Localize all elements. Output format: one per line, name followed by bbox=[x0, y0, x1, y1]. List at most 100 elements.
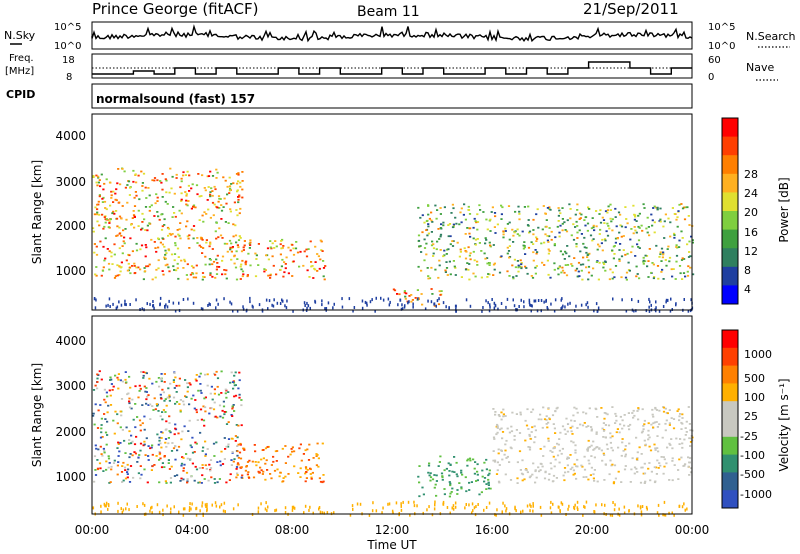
power-echo-cell bbox=[579, 263, 583, 266]
vel-echo-cell bbox=[583, 455, 586, 458]
vel-ground-cell bbox=[618, 507, 620, 511]
power-echo-cell bbox=[532, 243, 535, 245]
power-echo-cell bbox=[191, 183, 194, 186]
vel-echo-cell bbox=[448, 495, 451, 498]
power-echo-cell bbox=[664, 213, 667, 216]
power-echo-cell bbox=[661, 256, 664, 259]
power-echo-cell bbox=[241, 171, 244, 173]
vel-echo-cell bbox=[188, 382, 191, 384]
vel-echo-cell bbox=[232, 387, 235, 390]
vel-ground-cell bbox=[611, 513, 614, 517]
power-echo-cell bbox=[516, 233, 519, 235]
vel-ground-cell bbox=[452, 507, 455, 511]
vel-echo-cell bbox=[94, 444, 97, 447]
power-ground-cell bbox=[586, 301, 589, 305]
vel-echo-cell bbox=[443, 469, 446, 472]
vel-echo-cell bbox=[648, 436, 651, 439]
power-ground-cell bbox=[454, 304, 457, 308]
power-echo-cell bbox=[146, 229, 149, 232]
power-ground-cell bbox=[530, 304, 532, 307]
power-echo-cell bbox=[143, 218, 146, 221]
power-echo-cell bbox=[613, 276, 616, 279]
power-ytick-2000: 2000 bbox=[55, 219, 86, 233]
power-echo-cell bbox=[459, 211, 462, 214]
power-echo-cell bbox=[234, 266, 238, 269]
vel-ground-cell bbox=[422, 511, 424, 515]
vel-ground-cell bbox=[495, 513, 497, 517]
xtick-2400: 00:00 bbox=[675, 523, 710, 537]
vel-echo-cell bbox=[113, 459, 116, 462]
power-ground-cell bbox=[593, 309, 595, 313]
vel-echo-cell bbox=[449, 463, 452, 466]
power-echo-cell bbox=[653, 231, 656, 234]
vel-echo-cell bbox=[124, 371, 127, 373]
vel-echo-cell bbox=[439, 455, 442, 458]
vel-echo-cell bbox=[124, 469, 127, 471]
power-echo-cell bbox=[291, 244, 294, 246]
power-echo-cell bbox=[169, 167, 172, 170]
vel-echo-cell bbox=[127, 468, 130, 471]
power-echo-cell bbox=[119, 270, 122, 273]
vel-echo-cell bbox=[539, 462, 542, 465]
power-echo-cell bbox=[295, 241, 298, 243]
vel-echo-cell bbox=[188, 419, 191, 422]
power-echo-cell bbox=[651, 224, 654, 227]
power-echo-cell bbox=[532, 229, 535, 231]
power-echo-cell bbox=[143, 267, 146, 269]
power-echo-cell bbox=[427, 225, 430, 228]
vel-echo-cell bbox=[180, 438, 183, 441]
power-echo-cell bbox=[110, 190, 113, 193]
vel-echo-cell bbox=[160, 397, 163, 400]
vel-echo-cell bbox=[689, 441, 693, 443]
power-ground-cell bbox=[223, 297, 225, 301]
vel-ground-cell bbox=[550, 511, 553, 515]
power-echo-cell bbox=[104, 257, 107, 260]
vel-echo-cell bbox=[237, 443, 240, 446]
vel-echo-cell bbox=[276, 468, 279, 471]
vel-echo-cell bbox=[156, 404, 159, 407]
vel-echo-cell bbox=[190, 475, 193, 478]
power-colorbar-segment bbox=[722, 136, 738, 156]
vel-echo-cell bbox=[688, 461, 691, 464]
vel-echo-cell bbox=[284, 462, 287, 464]
vel-echo-cell bbox=[518, 432, 522, 434]
vel-echo-cell bbox=[481, 475, 484, 478]
vel-ground-cell bbox=[151, 511, 153, 515]
vel-echo-cell bbox=[235, 476, 238, 479]
power-echo-cell bbox=[582, 242, 585, 245]
power-ground-cell bbox=[553, 309, 556, 313]
power-echo-cell bbox=[435, 248, 438, 251]
vel-echo-cell bbox=[92, 389, 96, 391]
power-echo-cell bbox=[188, 190, 191, 192]
vel-echo-cell bbox=[655, 473, 658, 475]
power-echo-cell bbox=[426, 219, 429, 222]
vel-echo-cell bbox=[128, 430, 131, 433]
vel-echo-cell bbox=[677, 469, 680, 471]
power-ground-cell bbox=[284, 304, 286, 308]
vel-echo-cell bbox=[650, 470, 653, 473]
vel-echo-cell bbox=[604, 463, 607, 466]
vel-echo-cell bbox=[203, 424, 206, 427]
vel-echo-cell bbox=[149, 403, 152, 406]
vel-echo-cell bbox=[481, 469, 484, 472]
power-echo-cell bbox=[183, 258, 186, 261]
power-echo-cell bbox=[460, 207, 463, 210]
power-ground-cell bbox=[575, 304, 577, 308]
power-echo-cell bbox=[153, 179, 156, 182]
power-echo-cell bbox=[598, 233, 601, 235]
power-echo-cell bbox=[211, 175, 215, 177]
power-colorbar-segment bbox=[722, 229, 738, 249]
vel-echo-cell bbox=[574, 444, 577, 447]
vel-echo-cell bbox=[128, 402, 131, 405]
vel-echo-cell bbox=[173, 387, 176, 389]
power-echo-cell bbox=[221, 273, 224, 276]
vel-echo-cell bbox=[592, 473, 595, 476]
power-echo-cell bbox=[679, 272, 682, 275]
vel-echo-cell bbox=[608, 473, 611, 476]
power-ground-cell bbox=[135, 298, 137, 302]
vel-echo-cell bbox=[637, 408, 640, 411]
power-echo-cell bbox=[131, 250, 134, 253]
power-echo-cell bbox=[508, 256, 511, 259]
power-echo-cell bbox=[659, 251, 662, 254]
power-echo-cell bbox=[438, 290, 441, 293]
